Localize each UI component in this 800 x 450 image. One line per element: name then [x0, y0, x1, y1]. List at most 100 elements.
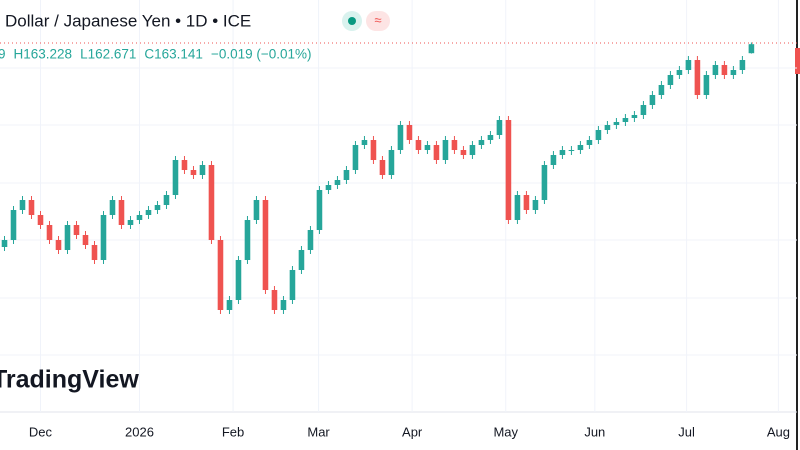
candle-body	[307, 230, 314, 250]
candle-body	[91, 245, 98, 260]
candle-body	[712, 65, 719, 75]
candle-body	[559, 150, 566, 155]
candle-body	[442, 140, 449, 160]
x-axis: Dec 2026 Feb Mar Apr May Jun Jul Aug	[29, 424, 790, 439]
candle-body	[388, 150, 395, 175]
candle-body	[415, 140, 422, 150]
candle-body	[127, 220, 134, 225]
candle-body	[100, 215, 107, 260]
candle-body	[370, 140, 377, 160]
candle-body	[703, 75, 710, 95]
candle-body	[73, 225, 80, 235]
candle-body	[343, 170, 350, 180]
candle-body	[478, 140, 485, 145]
status-badge	[366, 11, 390, 31]
candle-body	[523, 195, 530, 210]
candle-body	[631, 115, 638, 118]
candle-body	[28, 200, 35, 215]
candle-body	[586, 140, 593, 145]
candle-body	[541, 165, 548, 200]
candle-body	[253, 200, 260, 220]
candle-body	[379, 160, 386, 175]
x-tick-label: Jun	[584, 424, 605, 439]
candle-body	[496, 120, 503, 135]
candle-body	[730, 70, 737, 75]
candle-body	[136, 215, 143, 220]
candle-body	[406, 125, 413, 140]
candle-body	[271, 290, 278, 310]
candle-body	[577, 145, 584, 150]
candle-body	[334, 180, 341, 185]
x-tick-label: Feb	[222, 424, 244, 439]
candle-body	[397, 125, 404, 150]
candle-body	[640, 105, 647, 115]
candle-body	[325, 185, 332, 190]
candle-body	[613, 122, 620, 125]
ohlc-value: H163.228	[14, 47, 73, 62]
ohlc-legend: 9 H163.228 L162.671 C163.141 −0.019 (−0.01%)	[0, 47, 312, 62]
chart-title: Dollar / Japanese Yen • 1D • ICE	[5, 11, 251, 30]
x-tick-label: Aug	[767, 424, 790, 439]
candle-body	[46, 225, 53, 240]
candle-body	[658, 85, 665, 95]
candle-body	[568, 150, 575, 151]
candle-body	[469, 145, 476, 155]
candle-body	[145, 210, 152, 215]
x-tick-label: Apr	[402, 424, 423, 439]
x-tick-label: 2026	[125, 424, 154, 439]
candle-body	[1, 240, 8, 247]
candle-body	[361, 140, 368, 145]
candle-body	[10, 210, 17, 240]
x-tick-label: Mar	[307, 424, 330, 439]
candle-body	[154, 205, 161, 210]
candle-body	[316, 190, 323, 230]
candle-body	[433, 145, 440, 160]
candle-body	[298, 250, 305, 270]
candle-body	[532, 200, 539, 210]
candle-body	[622, 118, 629, 122]
candle-body	[118, 200, 125, 225]
candle-body	[235, 260, 242, 300]
candle-body	[181, 160, 188, 170]
ohlc-value: −0.019 (−0.01%)	[211, 47, 312, 62]
x-tick-label: Jul	[678, 424, 695, 439]
candle-body	[244, 220, 251, 260]
candle-body	[226, 300, 233, 310]
candle-body	[505, 120, 512, 220]
ohlc-value: L162.671	[80, 47, 136, 62]
candle-body	[649, 95, 656, 105]
watermark: TradingView	[0, 366, 139, 394]
candle-body	[289, 270, 296, 300]
candle-body	[694, 60, 701, 95]
candle-body	[208, 165, 215, 240]
candle-body	[676, 70, 683, 75]
grid	[0, 0, 797, 412]
candle-body	[739, 60, 746, 70]
ohlc-value: 9	[0, 47, 6, 62]
candle-body	[595, 130, 602, 140]
candles	[1, 42, 755, 314]
ohlc-value: C163.141	[144, 47, 203, 62]
candle-body	[487, 135, 494, 140]
candle-body	[748, 44, 755, 54]
candle-body	[514, 195, 521, 220]
candle-body	[604, 125, 611, 130]
candle-body	[37, 215, 44, 225]
x-tick-label: Dec	[29, 424, 53, 439]
candle-body	[55, 240, 62, 250]
candle-body	[451, 140, 458, 150]
candle-body	[199, 165, 206, 175]
status-dot	[348, 17, 356, 25]
status-icon: ≈	[374, 12, 381, 27]
candle-body	[667, 75, 674, 85]
candle-body	[685, 60, 692, 70]
candle-body	[82, 235, 89, 245]
candle-body	[217, 240, 224, 310]
candle-body	[460, 150, 467, 155]
candle-body	[172, 160, 179, 195]
candle-body	[280, 300, 287, 310]
candle-body	[721, 65, 728, 75]
x-tick-label: May	[493, 424, 518, 439]
